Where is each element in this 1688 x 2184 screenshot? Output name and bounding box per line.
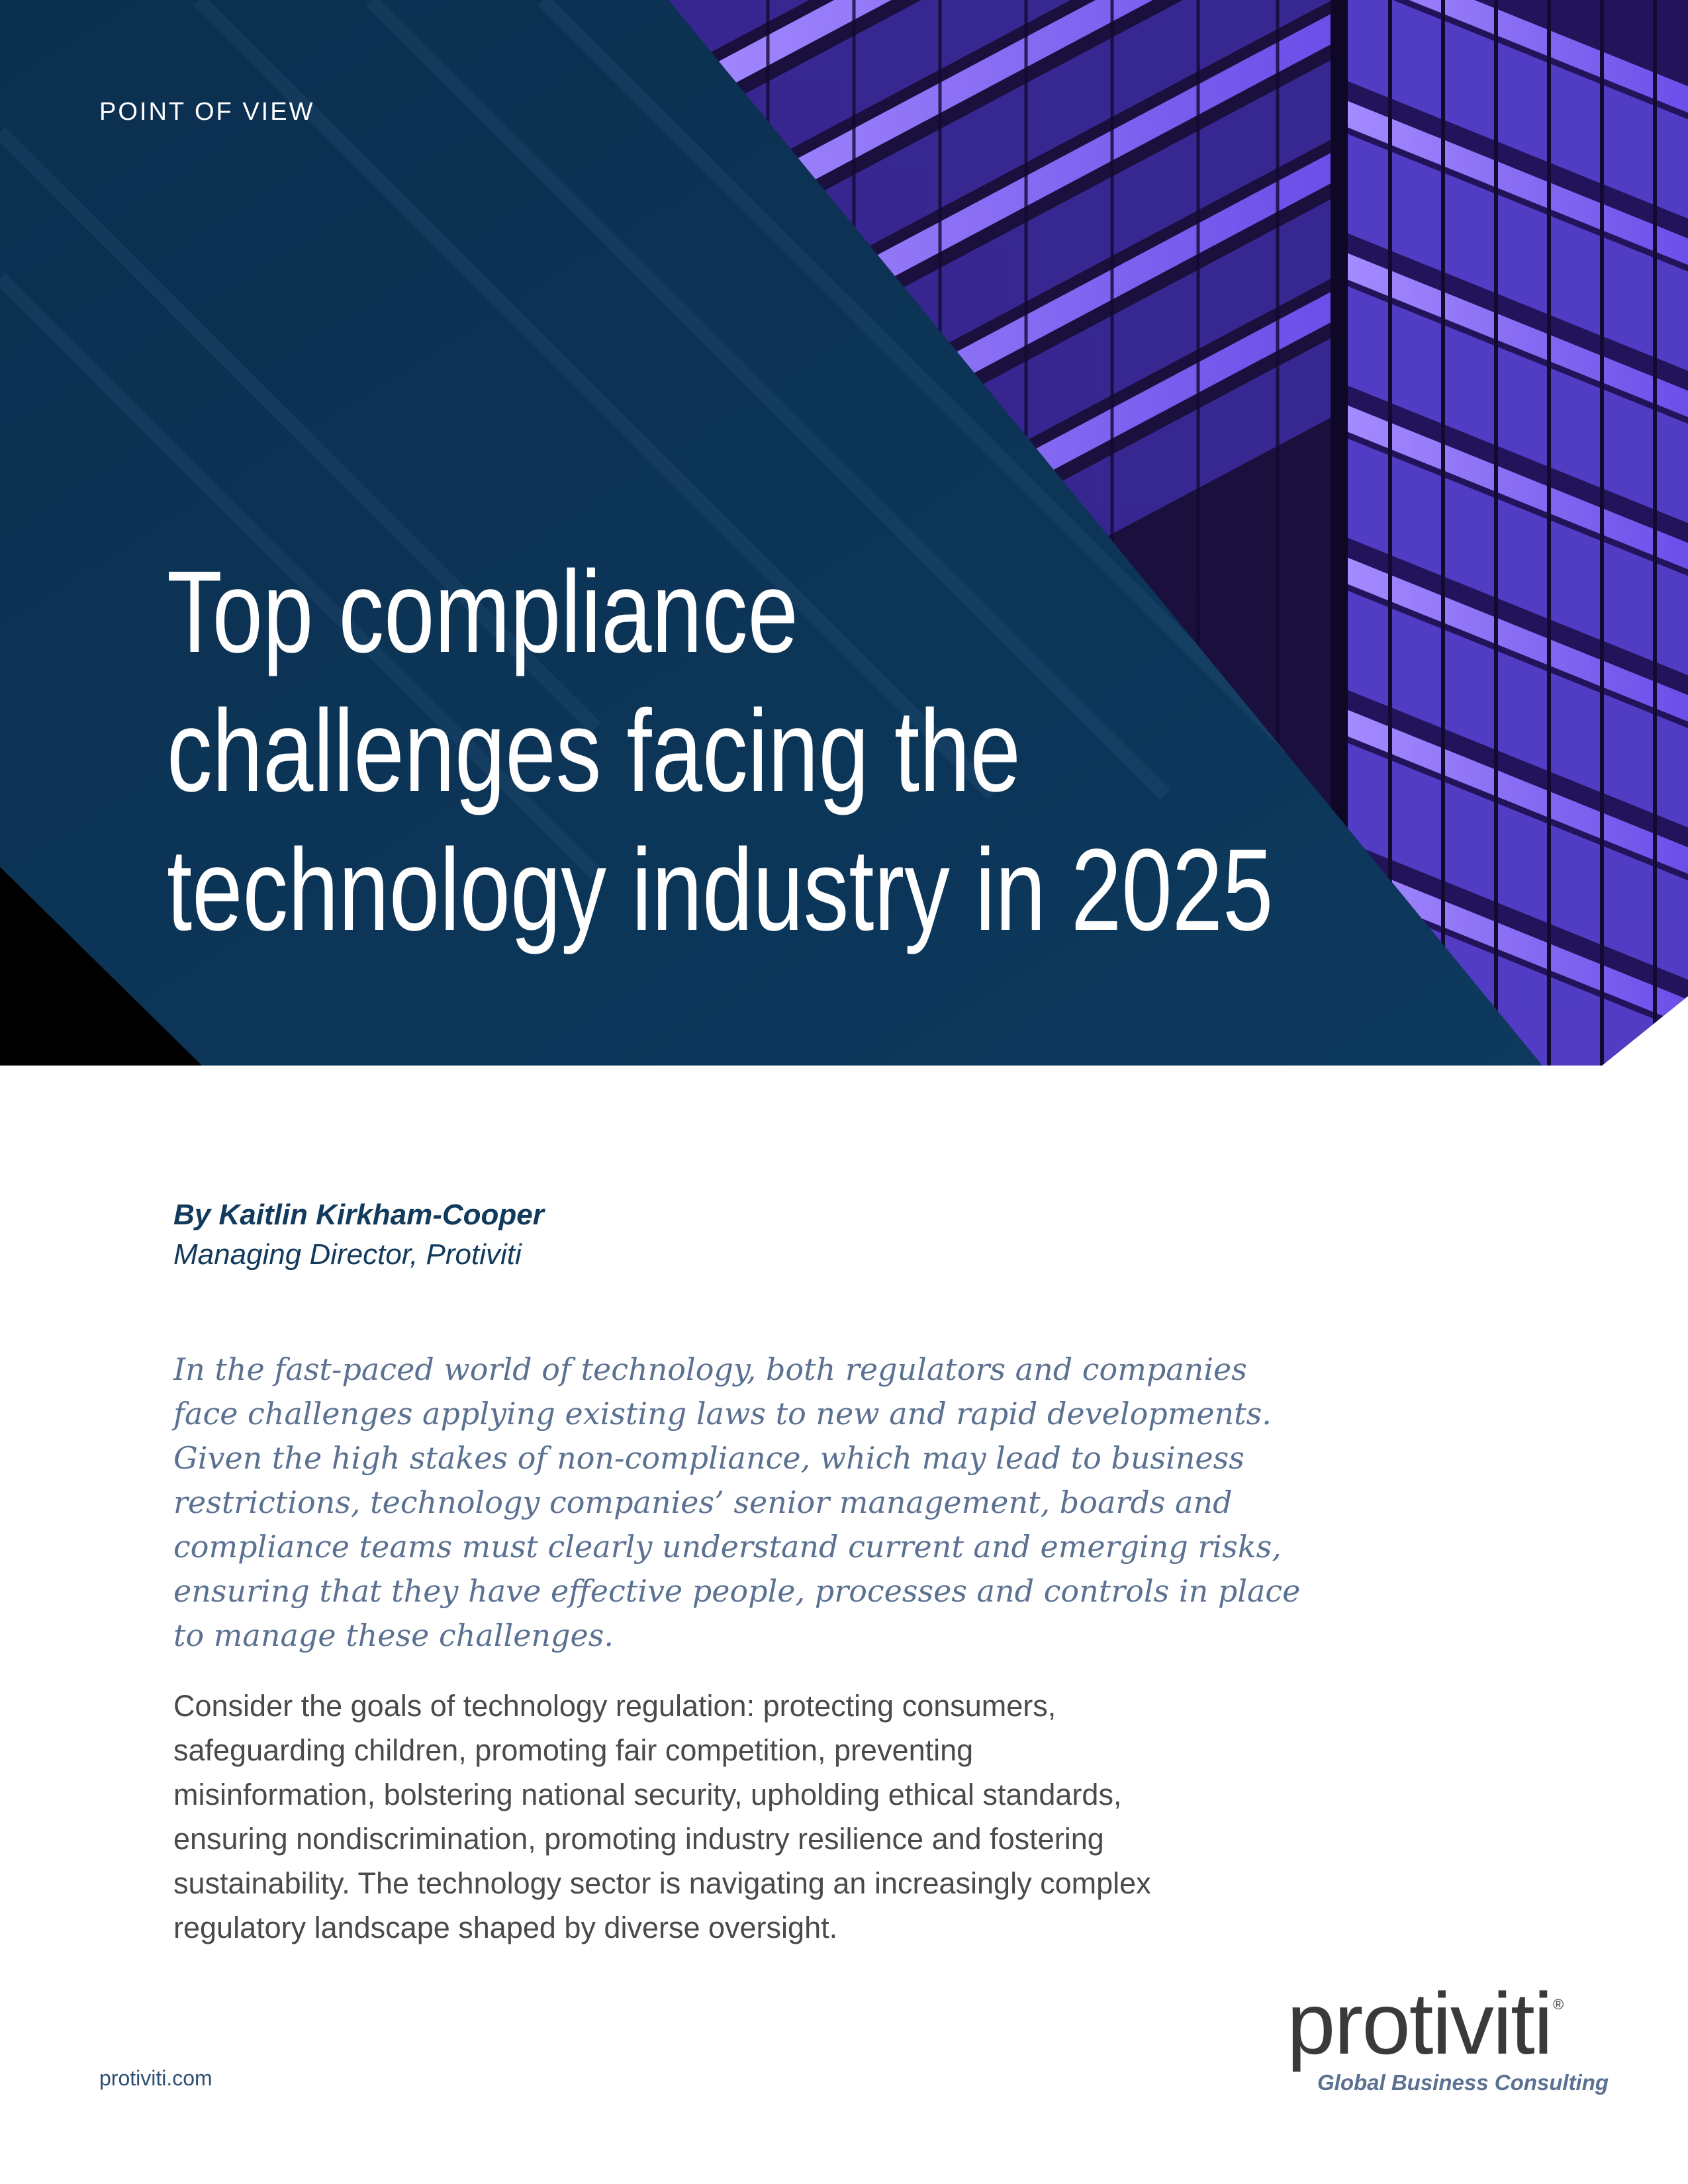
author-role: Managing Director, Protiviti <box>173 1238 522 1271</box>
body-paragraph: Consider the goals of technology regulat… <box>173 1684 1259 1950</box>
registered-mark: ® <box>1553 1996 1564 2013</box>
title-line: technology industry in 2025 <box>167 825 1274 955</box>
intro-line: to manage these challenges. <box>173 1617 614 1653</box>
intro-line: face challenges applying existing laws t… <box>173 1396 1272 1432</box>
author-name: By Kaitlin Kirkham-Cooper <box>173 1199 544 1231</box>
byline: By Kaitlin Kirkham-Cooper Managing Direc… <box>173 1195 544 1275</box>
body-line: misinformation, bolstering national secu… <box>173 1778 1122 1811</box>
footer-url-link[interactable]: protiviti.com <box>99 2066 212 2090</box>
intro-line: ensuring that they have effective people… <box>173 1573 1301 1609</box>
body-line: safeguarding children, promoting fair co… <box>173 1733 974 1767</box>
intro-line: restrictions, technology companies’ seni… <box>173 1484 1233 1520</box>
intro-line: Given the high stakes of non-compliance,… <box>173 1440 1244 1476</box>
body-line: ensuring nondiscrimination, promoting in… <box>173 1822 1104 1856</box>
intro-line: In the fast-paced world of technology, b… <box>173 1351 1247 1387</box>
protiviti-logo: protiviti ® Global Business Consulting <box>1287 1975 1609 2099</box>
page-title: Top compliance challenges facing the tec… <box>167 543 1274 960</box>
title-line: challenges facing the <box>167 686 1021 816</box>
body-line: regulatory landscape shaped by diverse o… <box>173 1911 838 1944</box>
eyebrow-label: POINT OF VIEW <box>99 98 315 126</box>
intro-paragraph: In the fast-paced world of technology, b… <box>173 1347 1301 1658</box>
logo-wordmark: protiviti <box>1287 1975 1553 2072</box>
body-line: sustainability. The technology sector is… <box>173 1866 1151 1900</box>
hero-background <box>0 0 1688 1066</box>
logo-tagline: Global Business Consulting <box>1317 2070 1609 2095</box>
body-line: Consider the goals of technology regulat… <box>173 1689 1056 1723</box>
hero-banner: POINT OF VIEW Top compliance challenges … <box>0 0 1688 1066</box>
title-line: Top compliance <box>167 547 798 677</box>
intro-line: compliance teams must clearly understand… <box>173 1529 1282 1565</box>
